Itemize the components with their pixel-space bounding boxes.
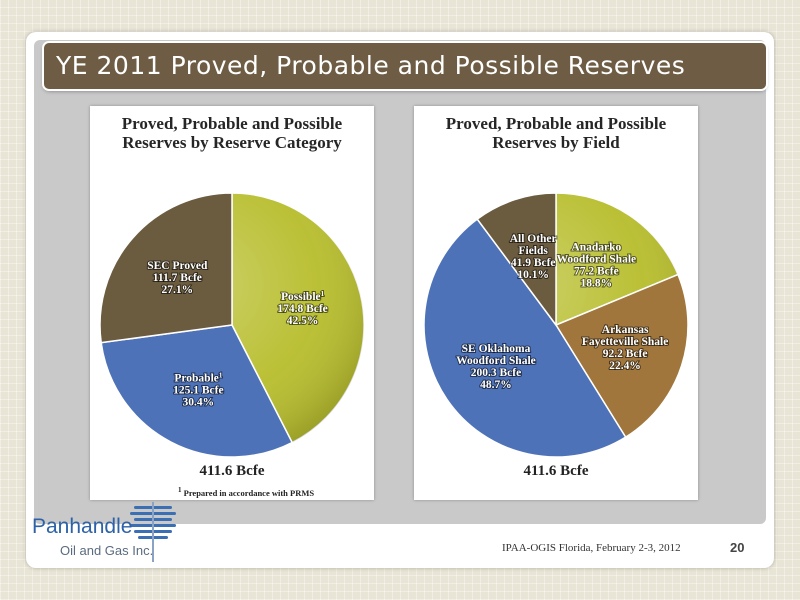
chart-title-line1: Proved, Probable and Possible (121, 114, 343, 133)
pie-slice (100, 324, 294, 458)
slice-label: SE Oklahoma Woodford Shale 200.3 Bcfe 48.7% (456, 343, 536, 391)
pie-slice (99, 192, 233, 344)
chart-footnote: 1 Prepared in accordance with PRMS (178, 486, 314, 498)
footer-text: IPAA-OGIS Florida, February 2-3, 2012 (502, 542, 681, 554)
slice-label: Possible1 174.8 Bcfe 42.5% (277, 290, 327, 327)
slice-label: SEC Proved 111.7 Bcfe 27.1% (147, 260, 208, 296)
chart-panel-field: Proved, Probable and Possible Reserves b… (414, 106, 698, 500)
pie-chart-field: Anadarko Woodford Shale 77.2 Bcfe 18.8% Arka… (423, 192, 689, 458)
chart-title-line2: Reserves by Field (492, 133, 620, 152)
footnote-text: Prepared in accordance with PRMS (183, 487, 315, 498)
chart-panel-reserve-category: Proved, Probable and Possible Reserves b… (90, 106, 374, 500)
chart-total: 411.6 Bcfe (199, 463, 265, 479)
slide: YE 2011 Proved, Probable and Possible Re… (26, 32, 774, 568)
pie-slice (476, 192, 557, 328)
page-number: 20 (730, 540, 745, 555)
slice-label: All Other Fields 41.9 Bcfe 10.1% (510, 233, 557, 281)
logo-mark-icon (130, 502, 176, 562)
logo-name-line2: Oil and Gas Inc. (60, 543, 154, 558)
footnote-marker: 1 (178, 486, 182, 494)
title-bar: YE 2011 Proved, Probable and Possible Re… (44, 43, 766, 89)
slice-label: Probable1 125.1 Bcfe 30.4% (173, 371, 223, 408)
pie-slice (554, 273, 689, 439)
slide-title: YE 2011 Proved, Probable and Possible Re… (56, 51, 686, 80)
chart-title-line1: Proved, Probable and Possible (445, 114, 667, 133)
logo-name-line1: Panhandle (32, 515, 133, 538)
slice-label: Arkansas Fayetteville Shale 92.2 Bcfe 22.4% (582, 324, 669, 372)
slice-label: Anadarko Woodford Shale 77.2 Bcfe 18.8% (557, 242, 637, 290)
pie-slice (423, 218, 627, 458)
chart-title-line2: Reserves by Reserve Category (122, 133, 342, 152)
company-logo: Panhandle Oil and Gas Inc. (30, 500, 180, 566)
chart-total: 411.6 Bcfe (523, 463, 589, 479)
pie-chart-reserve-category: Possible1 174.8 Bcfe 42.5% Probable1 125.1 B… (99, 192, 365, 458)
